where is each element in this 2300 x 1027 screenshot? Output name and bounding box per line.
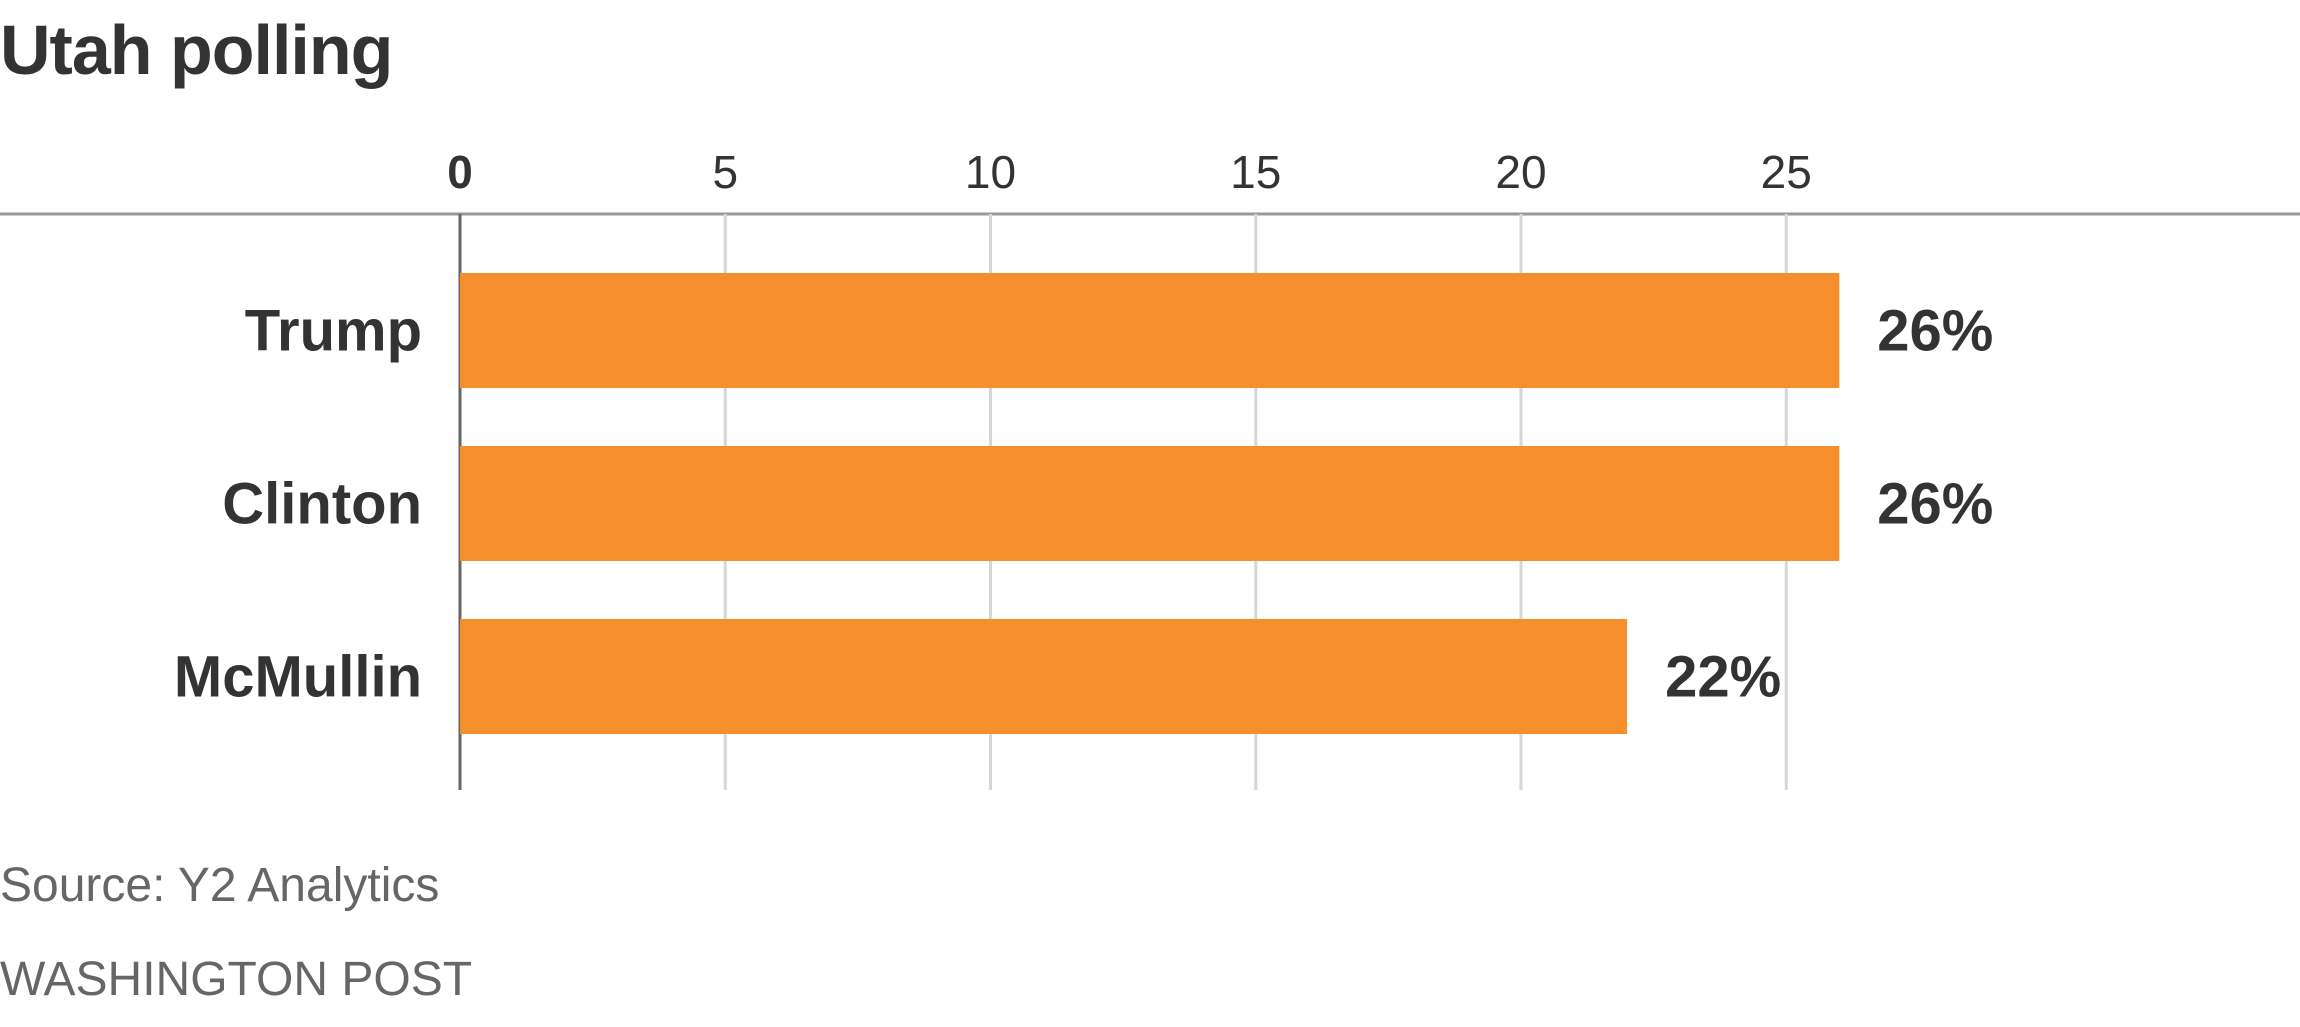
credit-line: WASHINGTON POST bbox=[0, 953, 473, 1006]
x-tick-label: 25 bbox=[1761, 146, 1812, 198]
value-label: 26% bbox=[1877, 472, 1993, 537]
x-tick-label: 0 bbox=[447, 146, 473, 198]
x-tick-label: 10 bbox=[965, 146, 1016, 198]
bar-trump bbox=[460, 273, 1840, 388]
x-tick-label: 20 bbox=[1495, 146, 1546, 198]
category-label: McMullin bbox=[174, 645, 422, 710]
x-tick-label: 5 bbox=[712, 146, 738, 198]
category-label: Clinton bbox=[222, 472, 422, 537]
x-tick-label: 15 bbox=[1230, 146, 1281, 198]
bar-clinton bbox=[460, 446, 1840, 561]
value-label: 22% bbox=[1665, 645, 1781, 710]
bar-mcmullin bbox=[460, 619, 1628, 734]
value-label: 26% bbox=[1877, 299, 1993, 364]
source-note: Source: Y2 Analytics bbox=[0, 859, 440, 912]
chart-title: Utah polling bbox=[0, 11, 393, 89]
category-label: Trump bbox=[245, 299, 422, 364]
